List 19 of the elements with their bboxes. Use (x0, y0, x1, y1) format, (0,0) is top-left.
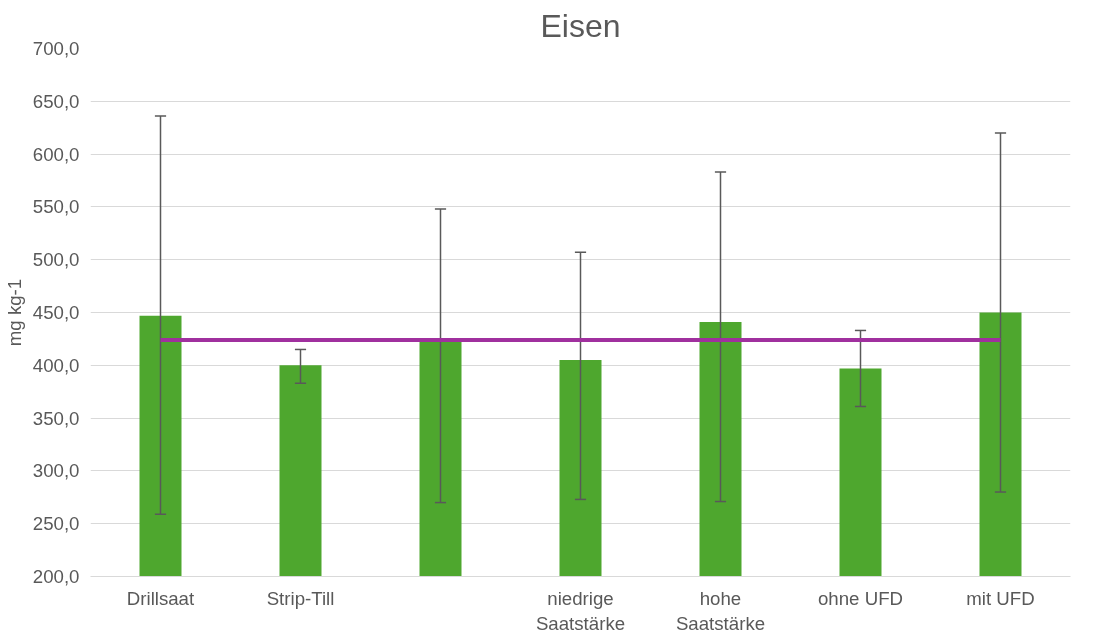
x-tick-label: niedrige Saatstärke (535, 587, 626, 634)
y-tick-label: 200,0 (32, 566, 80, 587)
x-tick-label: ohne UFD (817, 587, 904, 609)
y-tick-label: 350,0 (32, 407, 80, 429)
y-tick-label: 300,0 (32, 460, 80, 482)
y-axis-title: mg kg-1 (3, 278, 25, 347)
y-tick-label: 550,0 (32, 196, 80, 218)
y-tick-label: 450,0 (32, 302, 80, 323)
y-tick-label: 400,0 (32, 354, 80, 376)
y-tick-label: 250,0 (32, 513, 80, 535)
y-tick-label: 650,0 (32, 90, 80, 112)
x-tick-label: hohe Saatstärke (675, 587, 766, 634)
y-tick-label: 700,0 (32, 38, 80, 59)
chart-title: Eisen (540, 7, 621, 44)
x-tick-label: mit UFD (966, 587, 1035, 609)
x-tick-label: Drillsaat (126, 587, 196, 609)
x-tick-label: Strip-Till (266, 587, 335, 609)
y-tick-label: 600,0 (32, 143, 80, 165)
y-tick-label: 500,0 (32, 249, 80, 271)
